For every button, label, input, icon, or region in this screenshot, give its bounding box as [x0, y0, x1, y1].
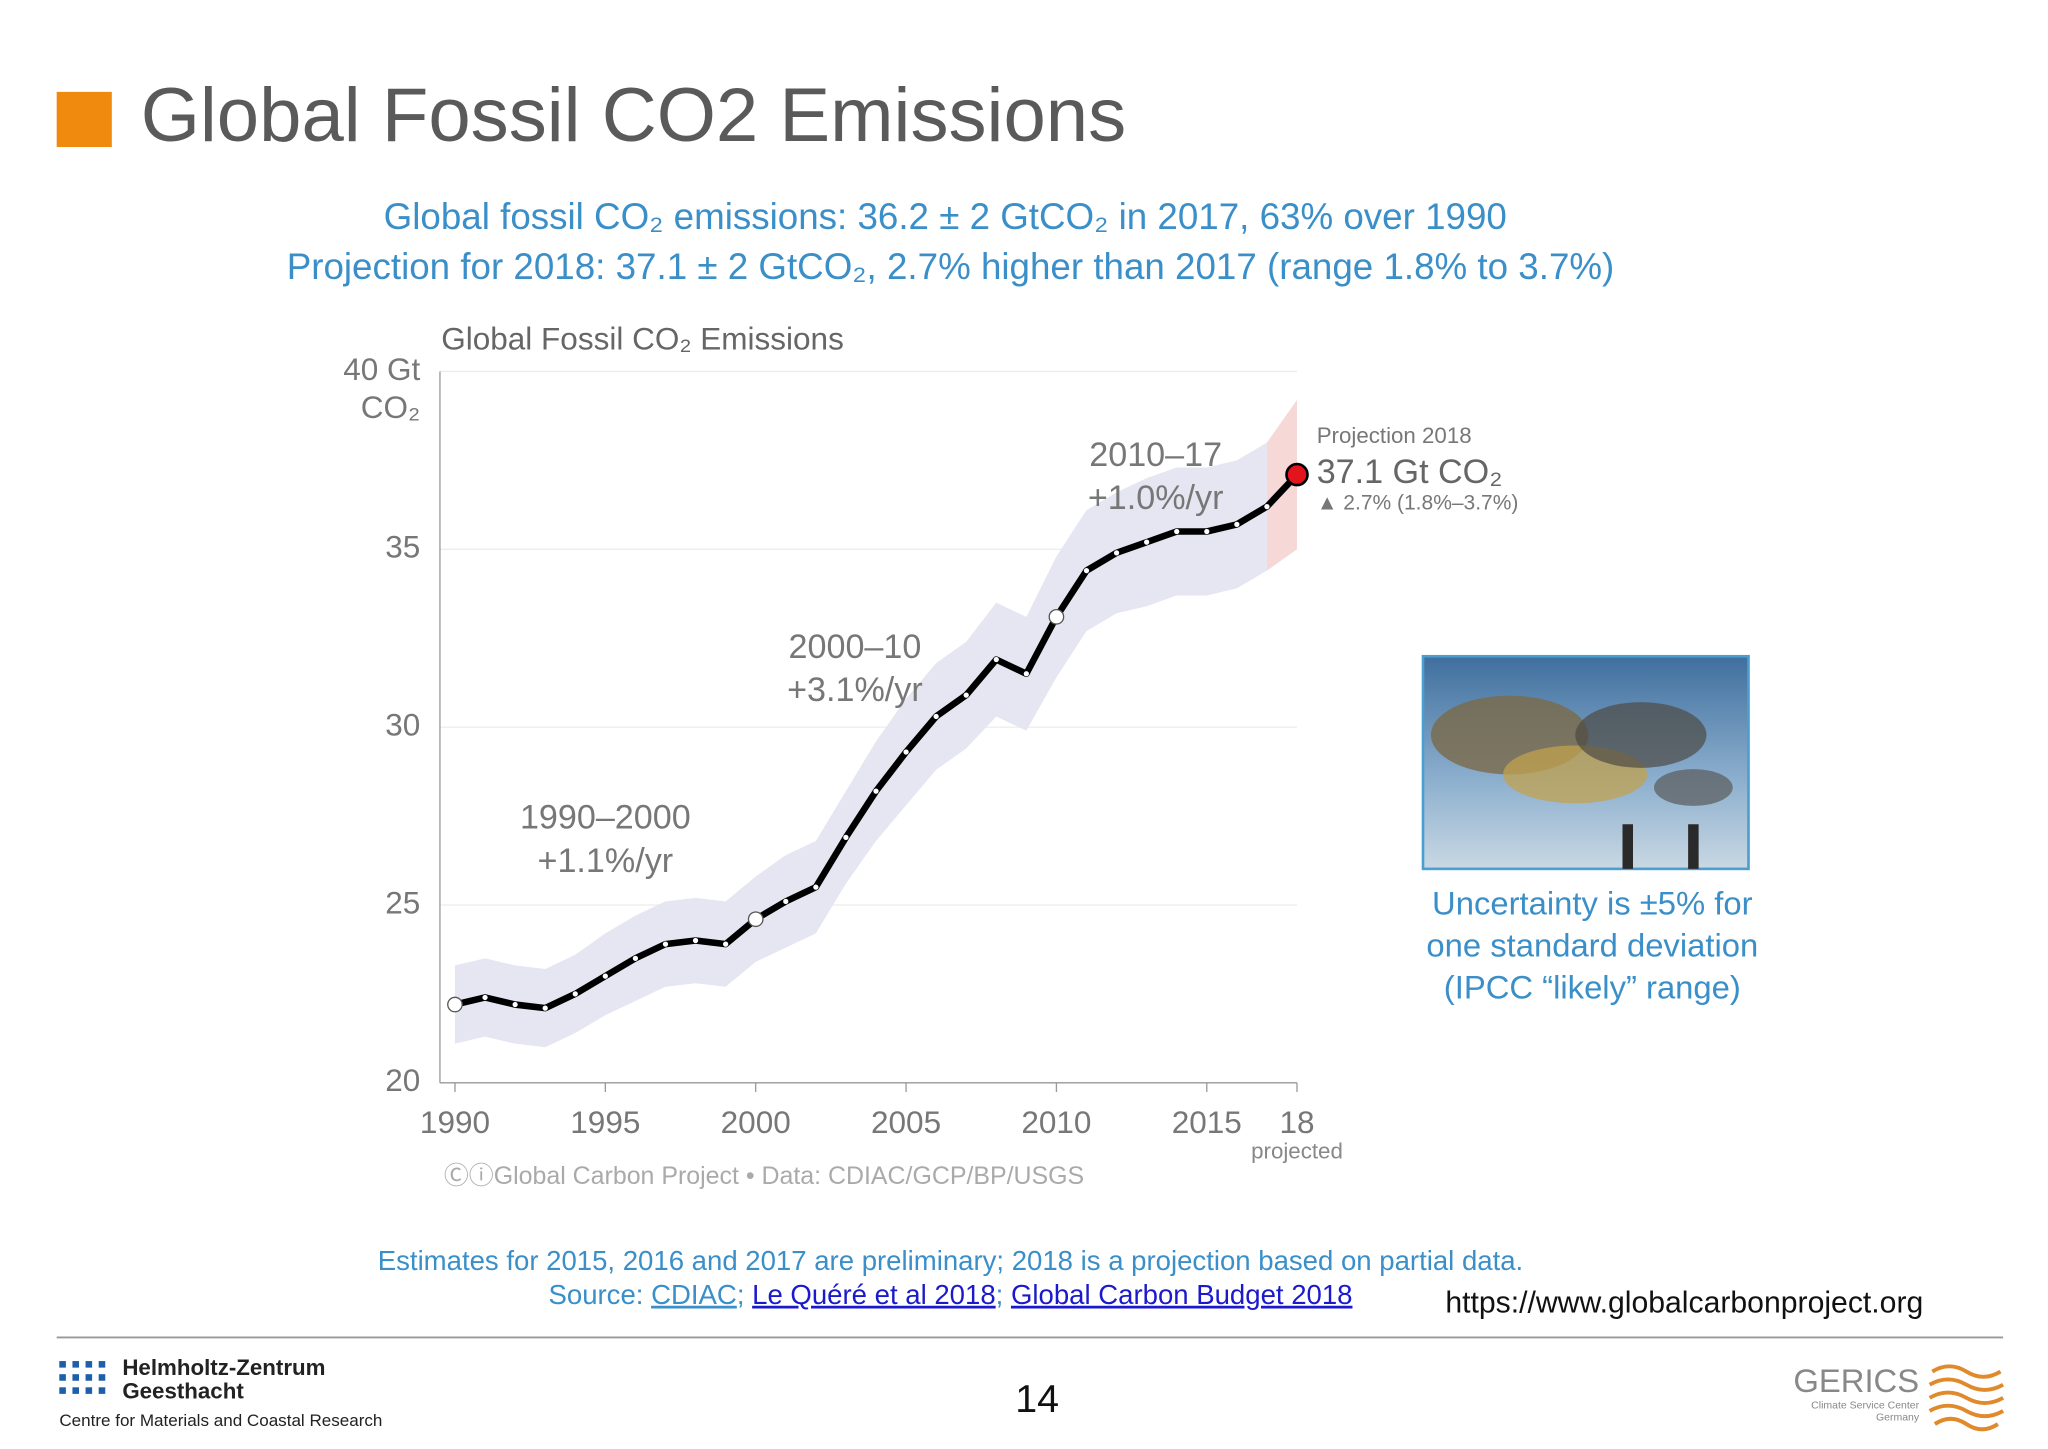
data-point	[542, 1005, 548, 1011]
page-number: 14	[1015, 1377, 1059, 1421]
caption: Uncertainty is ±5% for	[1432, 884, 1753, 921]
data-point	[783, 898, 789, 905]
gerics-sub: Germany	[1876, 1411, 1920, 1423]
source-prefix: Source:	[549, 1279, 652, 1310]
annotation: +1.1%/yr	[538, 842, 674, 880]
x-tick-label: 2000	[721, 1104, 791, 1140]
gerics-logo	[1928, 1364, 2005, 1432]
x-tick-label: 1990	[420, 1104, 490, 1140]
data-point	[1023, 671, 1029, 677]
data-point	[482, 994, 488, 1001]
data-point	[1234, 521, 1240, 528]
source-link[interactable]: Le Quéré et al 2018	[752, 1279, 996, 1310]
org-subtitle: Centre for Materials and Coastal Researc…	[59, 1411, 382, 1430]
photo	[1421, 654, 1750, 871]
data-point	[692, 937, 699, 944]
separator: ;	[996, 1279, 1011, 1310]
data-point	[723, 941, 729, 947]
data-point	[1144, 539, 1150, 545]
gerics-sub: Climate Service Center	[1811, 1399, 1919, 1411]
org-name: Helmholtz-Zentrum	[122, 1355, 325, 1380]
slide-title: Global Fossil CO2 Emissions	[141, 73, 1126, 158]
data-point	[632, 955, 639, 961]
annotation: 2000–10	[789, 628, 922, 666]
projection-label: Projection 2018	[1317, 423, 1472, 448]
annotation: +3.1%/yr	[787, 671, 923, 709]
data-point	[993, 656, 999, 663]
x-tick-label: 2015	[1172, 1104, 1242, 1140]
note: Estimates for 2015, 2016 and 2017 are pr…	[378, 1245, 1523, 1276]
data-point	[602, 973, 608, 979]
y-tick-label: 40 Gt	[343, 351, 420, 387]
data-point	[512, 1001, 518, 1008]
uncertainty-band	[454, 442, 1267, 1048]
projection-band	[1266, 399, 1297, 571]
annotation: 1990–2000	[520, 799, 691, 837]
subtitle: Projection for 2018: 37.1 ± 2 GtCO₂, 2.7…	[287, 246, 1615, 287]
data-point	[933, 713, 939, 720]
data-point	[747, 911, 764, 928]
y-tick-label: 20	[385, 1062, 420, 1098]
title-bullet	[56, 91, 112, 147]
data-point	[572, 991, 578, 997]
subtitle: Global fossil CO₂ emissions: 36.2 ± 2 Gt…	[384, 196, 1507, 237]
projection-change: ▲ 2.7% (1.8%–3.7%)	[1317, 492, 1519, 515]
x-tick-label: 2010	[1021, 1104, 1091, 1140]
data-point	[1264, 503, 1270, 510]
caption: one standard deviation	[1426, 926, 1758, 963]
x-note: projected	[1251, 1138, 1343, 1163]
x-tick-label: 18	[1279, 1104, 1314, 1140]
data-point	[903, 749, 909, 755]
annotation: 2010–17	[1089, 436, 1222, 474]
logo-dots	[59, 1361, 106, 1394]
projection-value: 37.1 Gt CO₂	[1317, 453, 1503, 491]
data-point	[447, 996, 463, 1013]
annotation: +1.0%/yr	[1088, 479, 1224, 517]
y-unit: CO₂	[361, 389, 420, 425]
caption: (IPCC “likely” range)	[1444, 968, 1741, 1005]
data-point	[1048, 608, 1065, 625]
data-point	[873, 788, 879, 794]
data-point	[1113, 550, 1120, 556]
credit: ⒸⓘGlobal Carbon Project • Data: CDIAC/GC…	[444, 1162, 1084, 1190]
data-point	[1174, 528, 1180, 535]
data-point	[1083, 567, 1090, 574]
url: https://www.globalcarbonproject.org	[1445, 1287, 1923, 1320]
projection-marker	[1285, 462, 1309, 487]
data-point	[843, 834, 849, 841]
gerics-name: GERICS	[1793, 1362, 1919, 1399]
source-link[interactable]: CDIAC	[651, 1279, 737, 1310]
separator: ;	[737, 1279, 752, 1310]
y-tick-label: 30	[385, 706, 420, 742]
data-point	[963, 692, 969, 698]
x-tick-label: 1995	[570, 1104, 640, 1140]
org-name: Geesthacht	[122, 1378, 244, 1403]
chart-title: Global Fossil CO₂ Emissions	[441, 321, 844, 357]
data-point	[1204, 528, 1210, 535]
y-tick-label: 25	[385, 884, 420, 920]
source: Source: CDIAC; Le Quéré et al 2018; Glob…	[549, 1279, 1353, 1310]
x-tick-label: 2005	[871, 1104, 941, 1140]
y-tick-label: 35	[385, 529, 420, 565]
source-link[interactable]: Global Carbon Budget 2018	[1011, 1279, 1353, 1310]
data-point	[813, 884, 819, 890]
data-point	[662, 941, 669, 947]
